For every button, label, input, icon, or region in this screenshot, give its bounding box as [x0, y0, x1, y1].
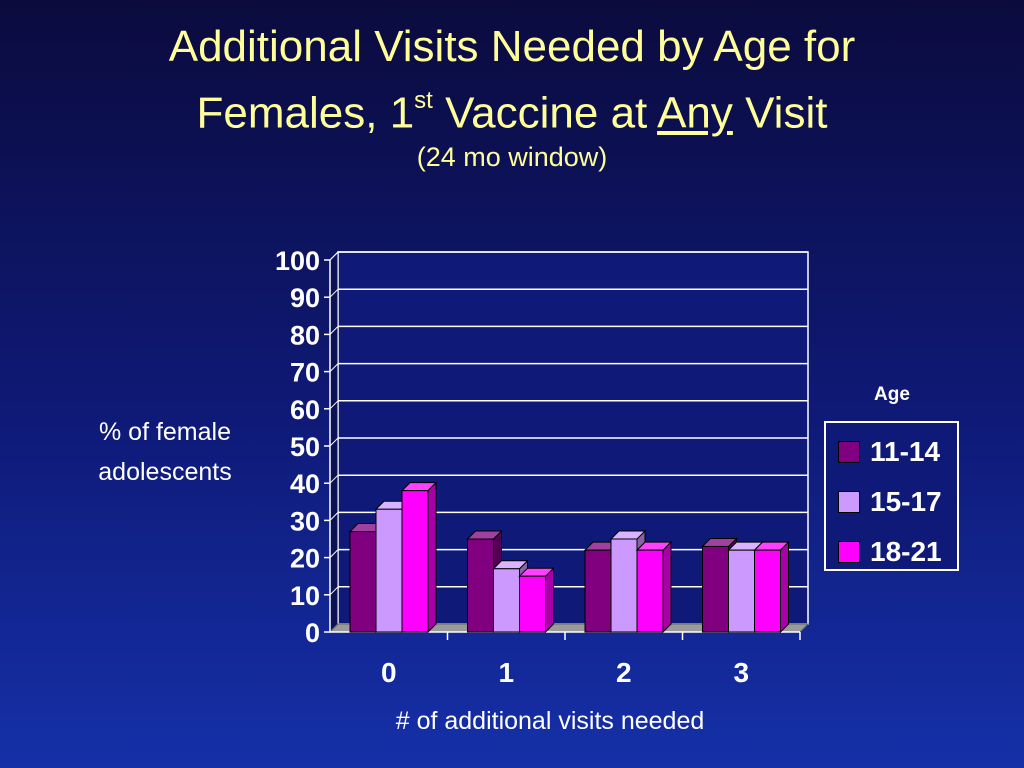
gridline-side — [329, 400, 339, 410]
y-tick-label: 90 — [290, 283, 320, 313]
legend-item: 18-21 — [838, 536, 942, 567]
gridline-side — [329, 474, 339, 484]
gridline-side — [329, 251, 339, 261]
bar-18-21-1 — [519, 575, 546, 633]
y-axis-label-line-1: % of female — [98, 418, 231, 446]
y-tick-label: 50 — [290, 432, 320, 462]
legend-swatch — [838, 491, 860, 513]
x-tick-label: 1 — [498, 657, 514, 688]
bar-side — [545, 566, 554, 634]
x-axis-label: # of additional visits needed — [395, 707, 705, 735]
bar-side — [427, 481, 437, 634]
y-axis-label: % of female adolescents — [70, 412, 260, 492]
legend-label: 11-14 — [870, 436, 941, 467]
y-axis-label-line-2: adolescents — [98, 458, 232, 486]
bar-side — [780, 540, 789, 634]
legend: 11-14 15-17 18-21 — [824, 421, 959, 571]
chart-subtitle: (24 mo window) — [416, 142, 608, 172]
bar-11-14-2 — [584, 549, 612, 633]
y-tick-label: 70 — [290, 358, 320, 388]
y-tick-label: 40 — [290, 469, 320, 499]
bar-side — [662, 540, 672, 634]
bar-15-17-1 — [493, 568, 520, 633]
x-tick-label: 2 — [616, 657, 632, 688]
title-underlined-word: Any — [657, 88, 733, 138]
title-text-mid: Vaccine at — [432, 88, 658, 138]
chart-title: Additional Visits Needed by Age for Fema… — [0, 18, 1024, 143]
gridline-side — [329, 363, 339, 372]
title-text-pre: Females, 1 — [196, 88, 415, 138]
legend-item: 11-14 — [838, 436, 941, 467]
title-line-2: Females, 1st Vaccine at Any Visit — [0, 76, 1024, 143]
gridline-side — [329, 549, 339, 558]
y-tick-label: 30 — [290, 506, 320, 536]
y-tick-label: 10 — [290, 581, 320, 611]
gridline-side — [329, 437, 339, 447]
gridline-side — [329, 288, 339, 298]
legend-label: 18-21 — [870, 536, 942, 567]
bar-18-21-3 — [754, 549, 781, 633]
bar-18-21-2 — [636, 549, 664, 633]
legend-title: Age — [874, 384, 910, 405]
legend-swatch — [838, 541, 860, 563]
x-tick-label: 3 — [733, 657, 749, 688]
gridline-side — [329, 512, 339, 521]
y-tick-label: 60 — [290, 395, 320, 425]
bar-15-17-0 — [375, 508, 403, 633]
bar-15-17-2 — [610, 538, 638, 633]
title-line-1: Additional Visits Needed by Age for — [168, 22, 856, 71]
title-text-post: Visit — [732, 88, 828, 138]
y-tick-label: 100 — [275, 246, 320, 276]
bar-11-14-0 — [349, 531, 377, 633]
legend-swatch — [838, 441, 860, 463]
bar-11-14-1 — [467, 538, 494, 633]
legend-label: 15-17 — [870, 486, 942, 517]
y-tick-label: 20 — [290, 544, 320, 574]
x-tick-label: 0 — [381, 657, 397, 688]
legend-item: 15-17 — [838, 486, 942, 517]
y-tick-label: 80 — [290, 320, 320, 350]
gridline-side — [329, 586, 339, 596]
bar-18-21-0 — [401, 490, 429, 633]
bar-15-17-3 — [728, 549, 755, 633]
title-superscript: st — [414, 87, 433, 114]
bar-11-14-3 — [702, 545, 729, 633]
gridline-side — [329, 326, 339, 335]
y-tick-label: 0 — [305, 618, 320, 648]
